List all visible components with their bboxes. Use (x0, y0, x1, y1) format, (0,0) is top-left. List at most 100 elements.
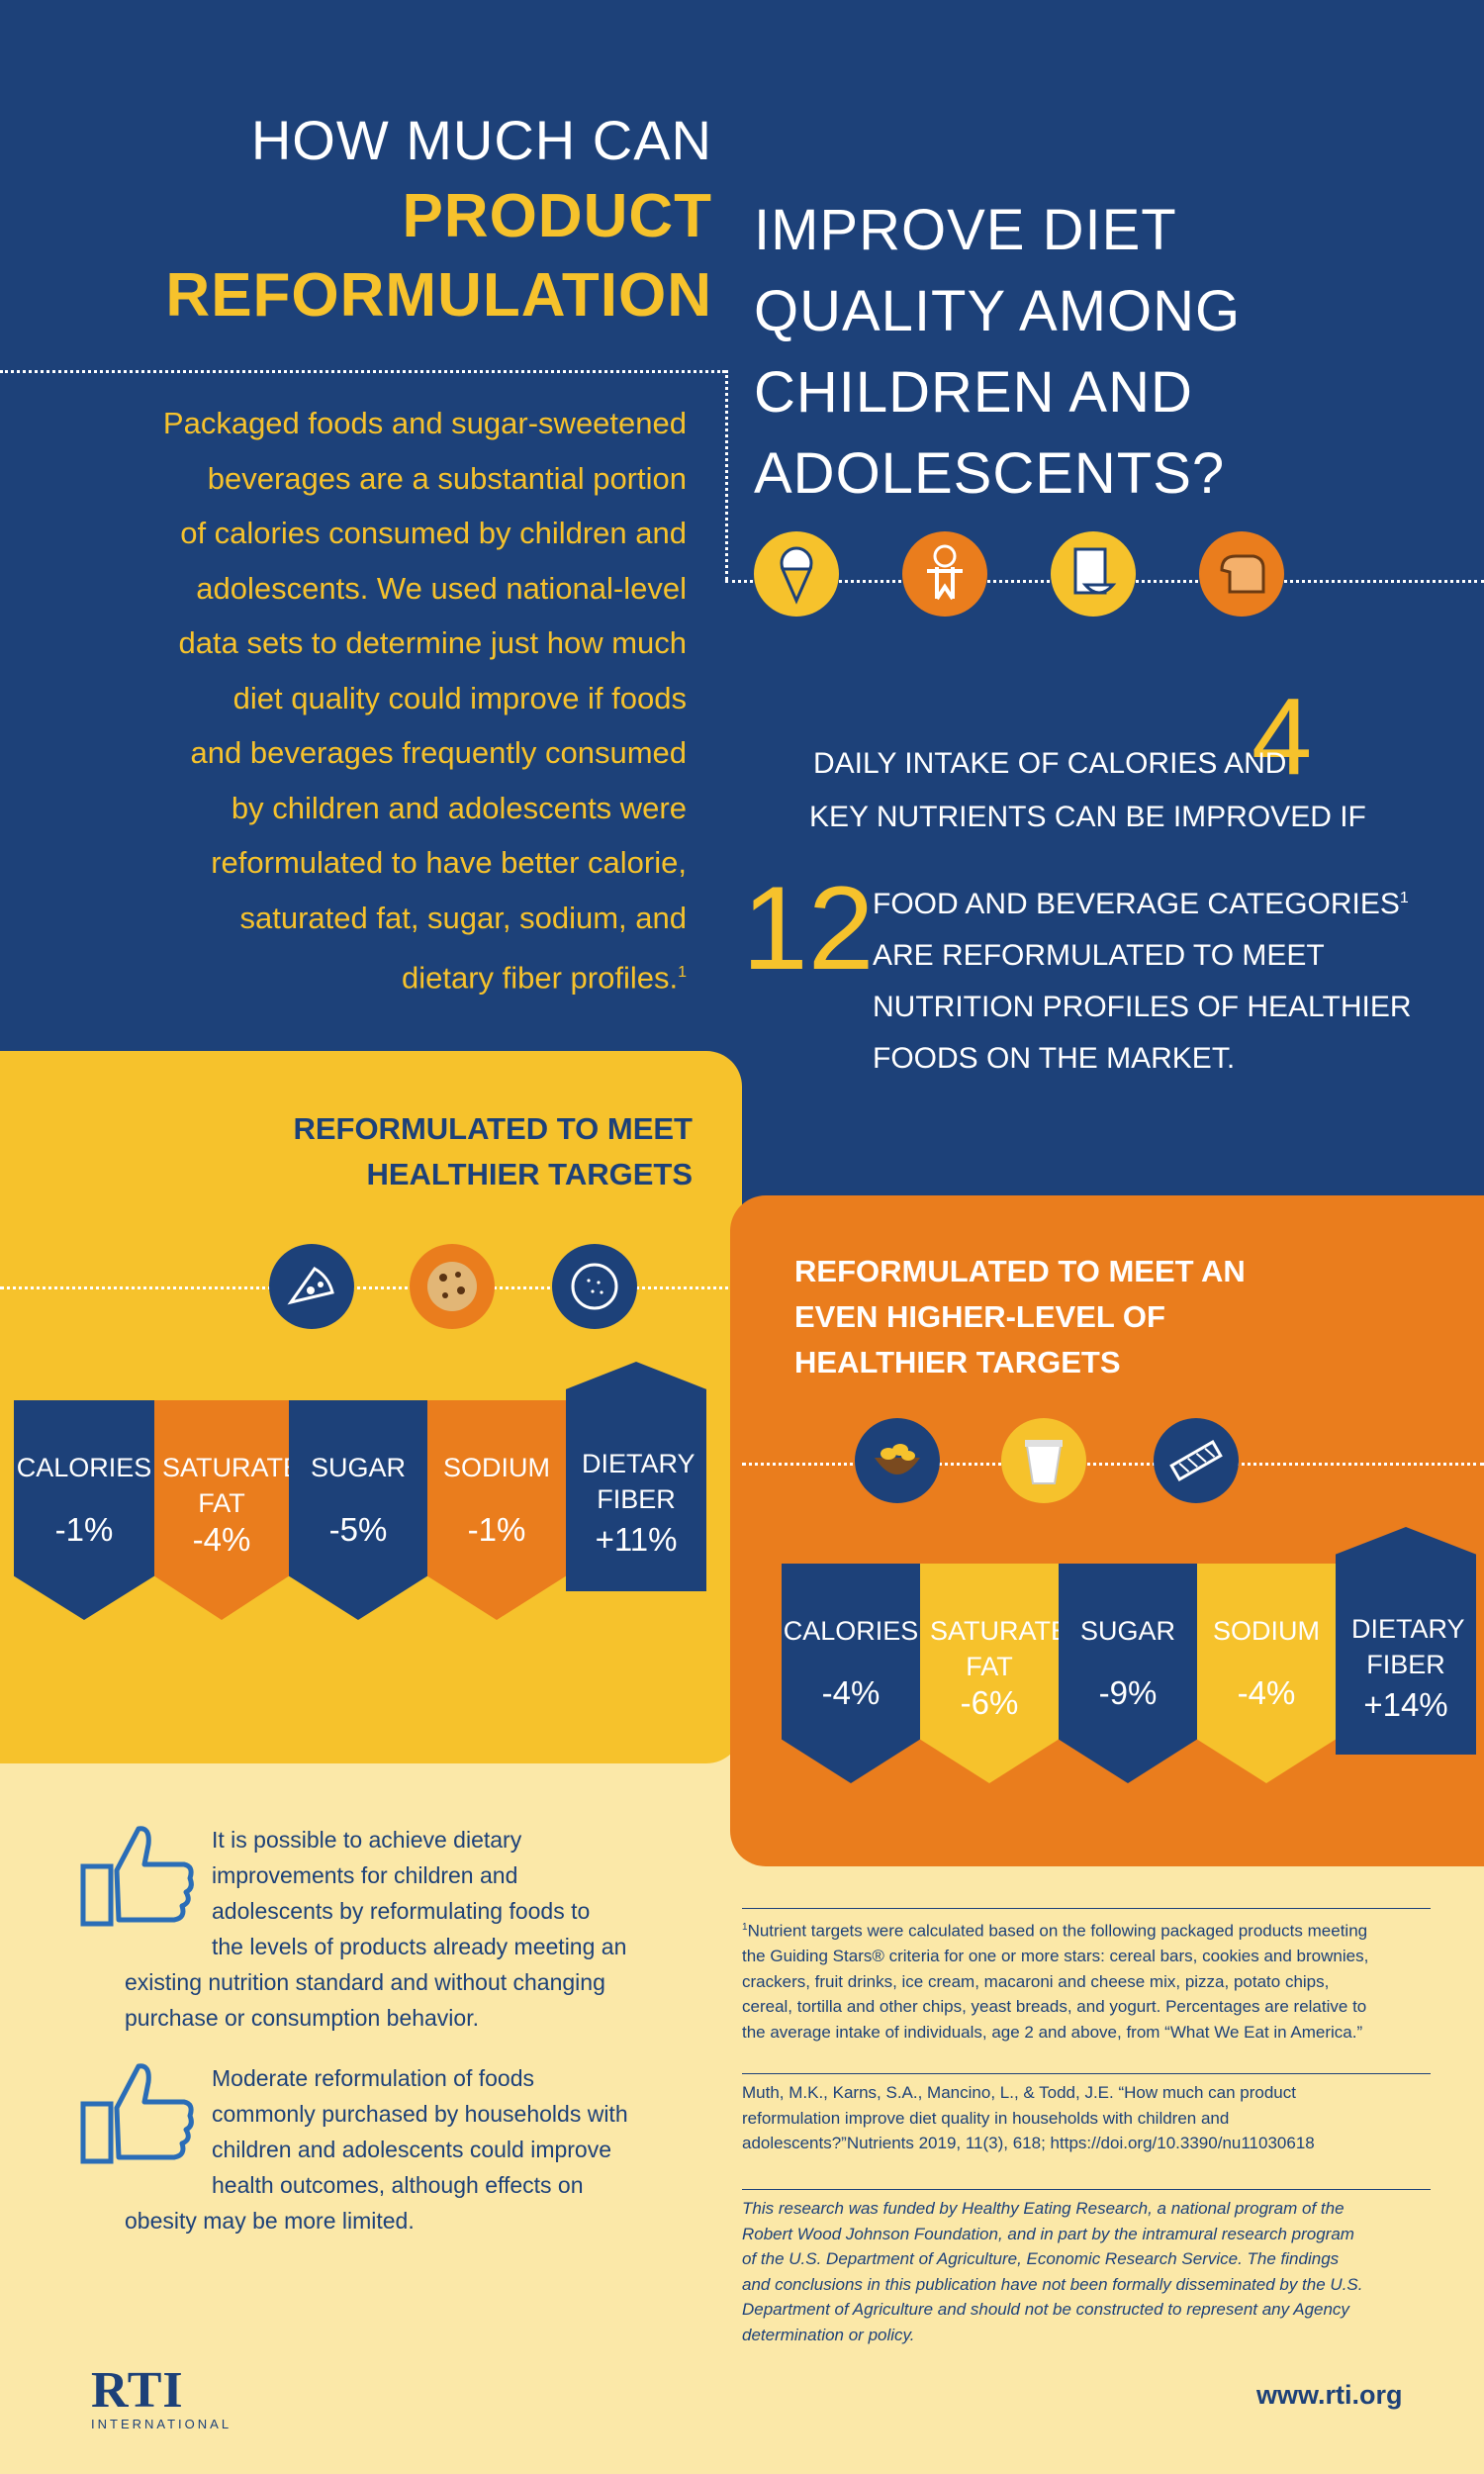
finding-line: Moderate reformulation of foods (212, 2065, 535, 2091)
finding-line: the levels of products already meeting a… (212, 1934, 627, 1959)
footnote-mark: 1 (1399, 890, 1409, 906)
funding-line: determination or policy. (742, 2325, 915, 2344)
healthier-divider (0, 1286, 742, 1289)
stat-sodium: SODIUM -4% (1197, 1564, 1336, 1783)
chips-bowl-icon (855, 1418, 940, 1503)
stat-label: SATURATED FAT (930, 1616, 1088, 1681)
title-right-line: CHILDREN AND (754, 360, 1193, 425)
stat-value: +14% (1363, 1686, 1448, 1723)
intro-line: adolescents. We used national-level (196, 570, 687, 606)
divider-vertical (725, 370, 728, 580)
footnote-mark: 1 (742, 1922, 748, 1933)
healthier-panel-title: REFORMULATED TO MEET HEALTHIER TARGETS (218, 1106, 693, 1197)
logo-subtitle: INTERNATIONAL (91, 2417, 232, 2431)
stat-label: DIETARY FIBER (1351, 1614, 1465, 1679)
stat-label: SUGAR (310, 1453, 407, 1482)
intro-line: by children and adolescents were (231, 790, 687, 825)
stat-label: CALORIES (783, 1616, 919, 1646)
thumbs-up-icon (80, 2063, 194, 2164)
funding-rule (742, 2189, 1431, 2190)
stat-saturated-fat: SATURATED FAT -6% (920, 1564, 1059, 1783)
pizza-slice-icon (269, 1244, 354, 1329)
stat-sugar: SUGAR -5% (289, 1400, 427, 1620)
stat-value: -4% (821, 1674, 881, 1711)
citation: Muth, M.K., Karns, S.A., Mancino, L., & … (742, 2080, 1435, 2156)
cereal-box-icon (1051, 531, 1136, 617)
intro-paragraph: Packaged foods and sugar-sweetened bever… (119, 396, 687, 1005)
intro-line: of calories consumed by children and (180, 516, 687, 550)
finding-line: improvements for children and (212, 1862, 518, 1888)
stat-value: -6% (960, 1684, 1019, 1721)
intro-line: data sets to determine just how much (178, 625, 687, 660)
footnote: 1Nutrient targets were calculated based … (742, 1915, 1435, 2045)
stat-value: -1% (54, 1511, 114, 1548)
funding-line: Robert Wood Johnson Foundation, and in p… (742, 2224, 1354, 2243)
intro-line: and beverages frequently consumed (190, 735, 688, 770)
footnote-line: 1Nutrient targets were calculated based … (742, 1921, 1368, 1941)
cereal-bar-icon (1154, 1418, 1239, 1503)
stat-dietary-fiber: DIETARY FIBER +11% (566, 1362, 706, 1591)
intro-line: reformulated to have better calorie, (211, 845, 687, 880)
gingerbread-man-icon (902, 531, 987, 617)
nutrients-number: 4 (1252, 676, 1313, 798)
finding-2: Moderate reformulation of foods commonly… (125, 2060, 639, 2238)
title-right-line: ADOLESCENTS? (754, 441, 1226, 506)
website-link[interactable]: www.rti.org (1256, 2380, 1403, 2410)
logo-name: RTI (91, 2362, 184, 2419)
footnote-line: the Guiding Stars® criteria for one or m… (742, 1947, 1369, 1966)
panel-title-line: EVEN HIGHER-LEVEL OF (794, 1299, 1165, 1334)
stat-label: SODIUM (443, 1453, 550, 1482)
categories-line: FOODS ON THE MARKET. (873, 1042, 1236, 1075)
finding-line: existing nutrition standard and without … (125, 1969, 605, 1995)
panel-title-line: HEALTHIER TARGETS (794, 1345, 1121, 1380)
rti-logo: RTI INTERNATIONAL (91, 2362, 232, 2432)
categories-text: FOOD AND BEVERAGE CATEGORIES1 ARE REFORM… (873, 873, 1412, 1085)
bread-loaf-icon (1199, 531, 1284, 617)
finding-line: obesity may be more limited. (125, 2208, 415, 2234)
divider-top (0, 370, 725, 373)
funding-line: Department of Agriculture and should not… (742, 2300, 1349, 2319)
funding-note: This research was funded by Healthy Eati… (742, 2196, 1435, 2347)
categories-number: 12 (742, 862, 875, 995)
finding-line: health outcomes, although effects on (212, 2172, 584, 2198)
nutrients-text-2: KEY NUTRIENTS CAN BE IMPROVED IF (809, 801, 1366, 833)
higher-panel-title: REFORMULATED TO MEET AN EVEN HIGHER-LEVE… (794, 1249, 1348, 1385)
categories-line: NUTRITION PROFILES OF HEALTHIER (873, 991, 1412, 1023)
footnote-line: crackers, fruit drinks, ice cream, macar… (742, 1971, 1330, 1991)
citation-rule (742, 2073, 1431, 2074)
stat-calories: CALORIES -4% (782, 1564, 920, 1783)
stat-value: -4% (1237, 1674, 1296, 1711)
funding-line: of the U.S. Department of Agriculture, E… (742, 2249, 1340, 2268)
panel-title-line: REFORMULATED TO MEET (293, 1111, 693, 1146)
citation-line: Muth, M.K., Karns, S.A., Mancino, L., & … (742, 2083, 1296, 2102)
nutrients-text-1: DAILY INTAKE OF CALORIES AND (813, 747, 1287, 780)
stat-value: -1% (467, 1511, 526, 1548)
stat-value: -9% (1098, 1674, 1158, 1711)
stat-label: CALORIES (16, 1453, 152, 1482)
ice-cream-cone-icon (754, 531, 839, 617)
footnote-rule (742, 1908, 1431, 1909)
funding-line: This research was funded by Healthy Eati… (742, 2199, 1345, 2218)
stat-dietary-fiber: DIETARY FIBER +14% (1336, 1527, 1476, 1755)
funding-line: and conclusions in this publication have… (742, 2274, 1363, 2294)
finding-line: purchase or consumption behavior. (125, 2005, 479, 2031)
stat-value: -4% (192, 1521, 251, 1558)
tortilla-icon (552, 1244, 637, 1329)
title-right-line: QUALITY AMONG (754, 279, 1242, 343)
stat-label: SATURATED FAT (162, 1453, 321, 1518)
intro-line: beverages are a substantial portion (207, 460, 687, 496)
finding-line: children and adolescents could improve (212, 2137, 612, 2162)
stat-saturated-fat: SATURATED FAT -4% (154, 1400, 289, 1620)
footnote-line: the average intake of individuals, age 2… (742, 2022, 1363, 2042)
finding-line: adolescents by reformulating foods to (212, 1898, 591, 1924)
stat-sugar: SUGAR -9% (1059, 1564, 1197, 1783)
finding-line: commonly purchased by households with (212, 2101, 628, 2127)
panel-title-line: HEALTHIER TARGETS (366, 1157, 693, 1191)
title-right: IMPROVE DIET QUALITY AMONG CHILDREN AND … (754, 190, 1308, 515)
title-line-1: HOW MUCH CAN (250, 109, 712, 171)
footnote-line: cereal, tortilla and other chips, yeast … (742, 1997, 1367, 2017)
thumbs-up-icon (80, 1826, 194, 1927)
panel-title-line: REFORMULATED TO MEET AN (794, 1254, 1246, 1288)
intro-line: dietary fiber profiles.1 (401, 960, 687, 996)
citation-line[interactable]: adolescents?”Nutrients 2019, 11(3), 618;… (742, 2134, 1315, 2152)
